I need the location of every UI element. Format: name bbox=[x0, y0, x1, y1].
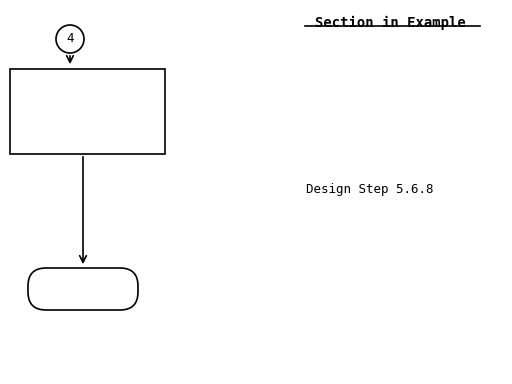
Text: Optional live load
deflection check
(S2.5.2.6.2): Optional live load deflection check (S2.… bbox=[20, 87, 155, 136]
FancyBboxPatch shape bbox=[10, 69, 165, 154]
Text: 4: 4 bbox=[66, 33, 74, 45]
Text: Design Step 5.6.8: Design Step 5.6.8 bbox=[306, 182, 434, 195]
FancyBboxPatch shape bbox=[28, 268, 138, 310]
Text: Section in Example: Section in Example bbox=[315, 16, 465, 30]
Text: End: End bbox=[72, 283, 94, 296]
